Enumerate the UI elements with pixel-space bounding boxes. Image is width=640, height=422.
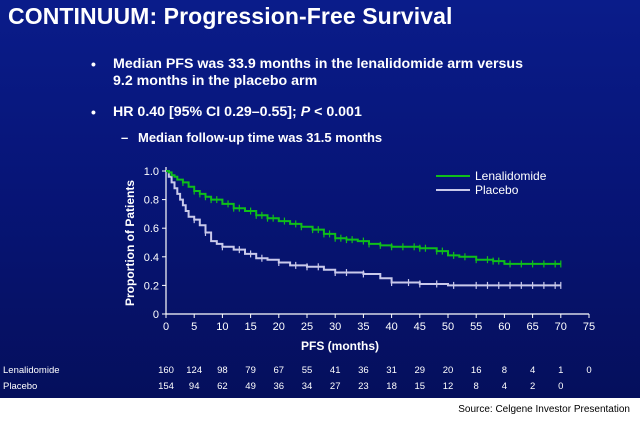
- bullet-median-pfs: Median PFS was 33.9 months in the lenali…: [113, 56, 523, 90]
- at-risk-row-label: Placebo: [3, 381, 37, 392]
- x-tick-label: 25: [301, 321, 313, 333]
- x-tick-label: 5: [191, 321, 197, 333]
- bullet-glyph: •: [91, 56, 96, 72]
- at-risk-value: 55: [302, 365, 313, 376]
- x-tick-label: 70: [555, 321, 567, 333]
- sub-bullet-dash: –: [121, 130, 129, 145]
- x-tick-label: 20: [273, 321, 285, 333]
- at-risk-value: 0: [586, 365, 591, 376]
- y-tick-label: 0: [153, 309, 159, 321]
- at-risk-value: 41: [330, 365, 341, 376]
- at-risk-value: 154: [158, 381, 174, 392]
- at-risk-value: 27: [330, 381, 341, 392]
- at-risk-value: 49: [245, 381, 256, 392]
- x-tick-label: 65: [526, 321, 538, 333]
- slide: CONTINUUM: Progression-Free Survival • M…: [0, 0, 640, 398]
- x-tick-label: 40: [385, 321, 397, 333]
- y-tick-label: 0.6: [144, 223, 159, 235]
- x-tick-label: 15: [244, 321, 256, 333]
- legend-label-lenalidomide: Lenalidomide: [475, 169, 547, 183]
- at-risk-value: 8: [502, 365, 507, 376]
- bullet-hazard-ratio: HR 0.40 [95% CI 0.29–0.55]; P < 0.001: [113, 104, 362, 121]
- at-risk-value: 23: [358, 381, 369, 392]
- x-tick-label: 60: [498, 321, 510, 333]
- at-risk-value: 0: [558, 381, 563, 392]
- at-risk-value: 79: [245, 365, 256, 376]
- x-axis-label: PFS (months): [301, 339, 379, 353]
- at-risk-value: 67: [274, 365, 285, 376]
- x-tick-label: 50: [442, 321, 454, 333]
- x-tick-label: 45: [414, 321, 426, 333]
- at-risk-value: 124: [186, 365, 202, 376]
- at-risk-value: 16: [471, 365, 482, 376]
- pfs-chart: 0 5 10 15 20 25 30 35 40 45 50 55 60 65 70 7500.20.40.6…: [3, 166, 595, 392]
- at-risk-value: 4: [530, 365, 535, 376]
- legend-label-placebo: Placebo: [475, 183, 519, 197]
- p-value: < 0.001: [310, 104, 362, 120]
- sub-bullet-follow-up: Median follow-up time was 31.5 months: [138, 130, 383, 145]
- at-risk-value: 29: [415, 365, 426, 376]
- p-symbol: P: [300, 104, 311, 120]
- at-risk-value: 34: [302, 381, 313, 392]
- at-risk-value: 160: [158, 365, 174, 376]
- y-axis-label: Proportion of Patients: [123, 180, 137, 306]
- x-tick-label: 0: [163, 321, 169, 333]
- x-tick-label: 30: [329, 321, 341, 333]
- at-risk-value: 4: [502, 381, 507, 392]
- at-risk-value: 18: [386, 381, 397, 392]
- hr-text: HR 0.40 [95% CI 0.29–0.55];: [113, 104, 301, 120]
- at-risk-value: 98: [217, 365, 228, 376]
- y-tick-label: 0.4: [144, 252, 159, 264]
- at-risk-value: 8: [474, 381, 479, 392]
- at-risk-value: 15: [415, 381, 426, 392]
- at-risk-value: 94: [189, 381, 200, 392]
- bullet-glyph: •: [91, 104, 96, 120]
- bullet-median-pfs-line2: 9.2 months in the placebo arm: [113, 73, 318, 89]
- at-risk-value: 12: [443, 381, 454, 392]
- at-risk-value: 36: [274, 381, 285, 392]
- y-tick-label: 0.8: [144, 195, 159, 207]
- lenalidomide-curve: [166, 170, 561, 265]
- at-risk-row-label: Lenalidomide: [3, 365, 60, 376]
- at-risk-value: 20: [443, 365, 454, 376]
- bullet-median-pfs-line1: Median PFS was 33.9 months in the lenali…: [113, 56, 523, 72]
- source-note: Source: Celgene Investor Presentation: [458, 404, 630, 415]
- x-tick-label: 35: [357, 321, 369, 333]
- y-tick-label: 1.0: [144, 166, 159, 178]
- at-risk-value: 36: [358, 365, 369, 376]
- at-risk-value: 2: [530, 381, 535, 392]
- y-tick-label: 0.2: [144, 280, 159, 292]
- at-risk-value: 62: [217, 381, 228, 392]
- at-risk-value: 1: [558, 365, 563, 376]
- x-tick-label: 75: [583, 321, 595, 333]
- x-tick-label: 55: [470, 321, 482, 333]
- slide-title: CONTINUUM: Progression-Free Survival: [8, 3, 453, 29]
- at-risk-value: 31: [386, 365, 397, 376]
- x-tick-label: 10: [216, 321, 228, 333]
